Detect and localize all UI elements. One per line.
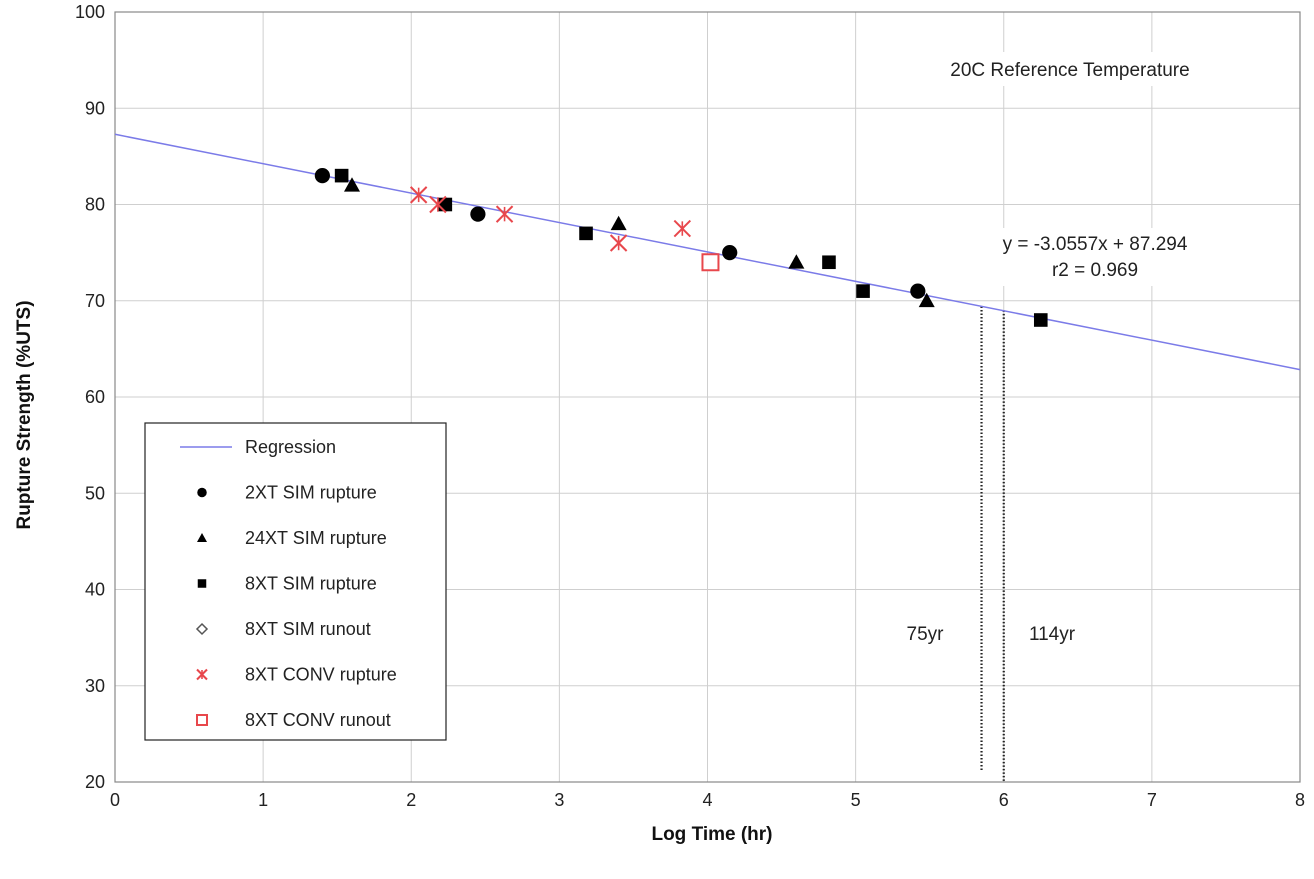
legend-label: 24XT SIM rupture (245, 528, 387, 548)
legend-label: 8XT SIM runout (245, 619, 371, 639)
legend-swatch-2xt-sim-rupture (197, 487, 207, 498)
point-24xt-sim-rupture (344, 177, 360, 192)
y-tick-label: 90 (85, 98, 105, 118)
point-8xt-sim-rupture (438, 197, 453, 212)
legend-swatch-8xt-sim-runout (195, 622, 209, 636)
y-tick-label: 20 (85, 772, 105, 792)
x-axis-title: Log Time (hr) (651, 824, 772, 845)
x-tick-label: 8 (1295, 790, 1305, 810)
point-8xt-conv-rupture (429, 195, 447, 214)
y-tick-label: 30 (85, 676, 105, 696)
point-8xt-conv-rupture (673, 219, 692, 238)
legend-swatch-8xt-sim-rupture (197, 579, 207, 588)
legend-item-8xt-sim-rupture: 8XT SIM rupture (197, 574, 377, 594)
x-tick-label: 2 (406, 790, 416, 810)
regression-line (114, 133, 1301, 371)
x-tick-label: 7 (1147, 790, 1157, 810)
legend-label: Regression (245, 437, 336, 457)
reference-annotation-bg (912, 52, 1230, 86)
legend-swatch-24xt-sim-rupture (197, 533, 207, 542)
legend-item-8xt-conv-rupture: 8XT CONV rupture (196, 665, 397, 685)
legend-swatch-8xt-conv-rupture (196, 668, 208, 681)
point-24xt-sim-rupture (918, 292, 935, 308)
legend-item-2xt-sim-rupture: 2XT SIM rupture (197, 483, 377, 503)
label-114yr: 114yr (1029, 624, 1076, 645)
point-8xt-conv-rupture (409, 186, 428, 204)
data-points (314, 168, 1048, 327)
equation-annotation-bg (975, 228, 1215, 286)
legend-label: 2XT SIM rupture (245, 483, 377, 503)
point-8xt-sim-rupture (334, 168, 349, 183)
y-tick-label: 80 (85, 195, 105, 215)
x-tick-label: 0 (110, 790, 120, 810)
reference-temperature-label: 20C Reference Temperature (950, 60, 1189, 81)
point-8xt-sim-rupture (1033, 313, 1048, 327)
point-8xt-sim-rupture (579, 226, 593, 241)
legend-label: 8XT CONV runout (245, 710, 391, 730)
y-tick-label: 100 (75, 2, 105, 22)
regression-equation: y = -3.0557x + 87.294 (1003, 234, 1188, 255)
regression-line-group (114, 133, 1301, 371)
x-tick-label: 1 (258, 790, 268, 810)
point-8xt-sim-rupture (822, 255, 836, 270)
label-75yr: 75yr (907, 624, 945, 645)
x-tick-label: 5 (851, 790, 861, 810)
y-tick-label: 40 (85, 580, 105, 600)
regression-r2: r2 = 0.969 (1052, 260, 1138, 281)
x-tick-label: 4 (702, 790, 712, 810)
point-2xt-sim-rupture (314, 168, 330, 184)
legend-swatch-8xt-conv-runout (196, 714, 208, 726)
y-tick-label: 70 (85, 291, 105, 311)
legend-item-regression: Regression (180, 437, 336, 457)
x-tick-label: 6 (999, 790, 1009, 810)
vertical-markers (980, 306, 1005, 782)
y-axis-title: Rupture Strength (%UTS) (14, 300, 35, 529)
y-tick-label: 50 (85, 483, 105, 503)
point-2xt-sim-rupture (910, 283, 926, 299)
plot-area-border (114, 11, 1301, 783)
x-tick-label: 3 (554, 790, 564, 810)
point-24xt-sim-rupture (610, 215, 627, 231)
point-8xt-conv-rupture (495, 205, 514, 223)
point-24xt-sim-rupture (788, 254, 805, 269)
legend-item-8xt-sim-runout: 8XT SIM runout (195, 619, 371, 639)
legend-box (144, 422, 447, 741)
point-8xt-conv-runout (701, 253, 720, 272)
point-2xt-sim-rupture (722, 245, 738, 261)
legend-item-24xt-sim-rupture: 24XT SIM rupture (197, 528, 387, 548)
point-8xt-conv-rupture (609, 234, 628, 252)
point-8xt-sim-rupture (856, 284, 870, 298)
legend: Regression 2XT SIM rupture 24XT SIM ruptur… (144, 422, 447, 741)
legend-label: 8XT SIM rupture (245, 574, 377, 594)
tick-labels: 0 1 2 3 4 5 6 7 8 20 30 40 50 60 70 80 90 100 (75, 2, 1305, 810)
y-tick-label: 60 (85, 387, 105, 407)
legend-item-8xt-conv-runout: 8XT CONV runout (196, 710, 391, 730)
point-2xt-sim-rupture (470, 206, 486, 222)
legend-label: 8XT CONV rupture (245, 665, 397, 685)
